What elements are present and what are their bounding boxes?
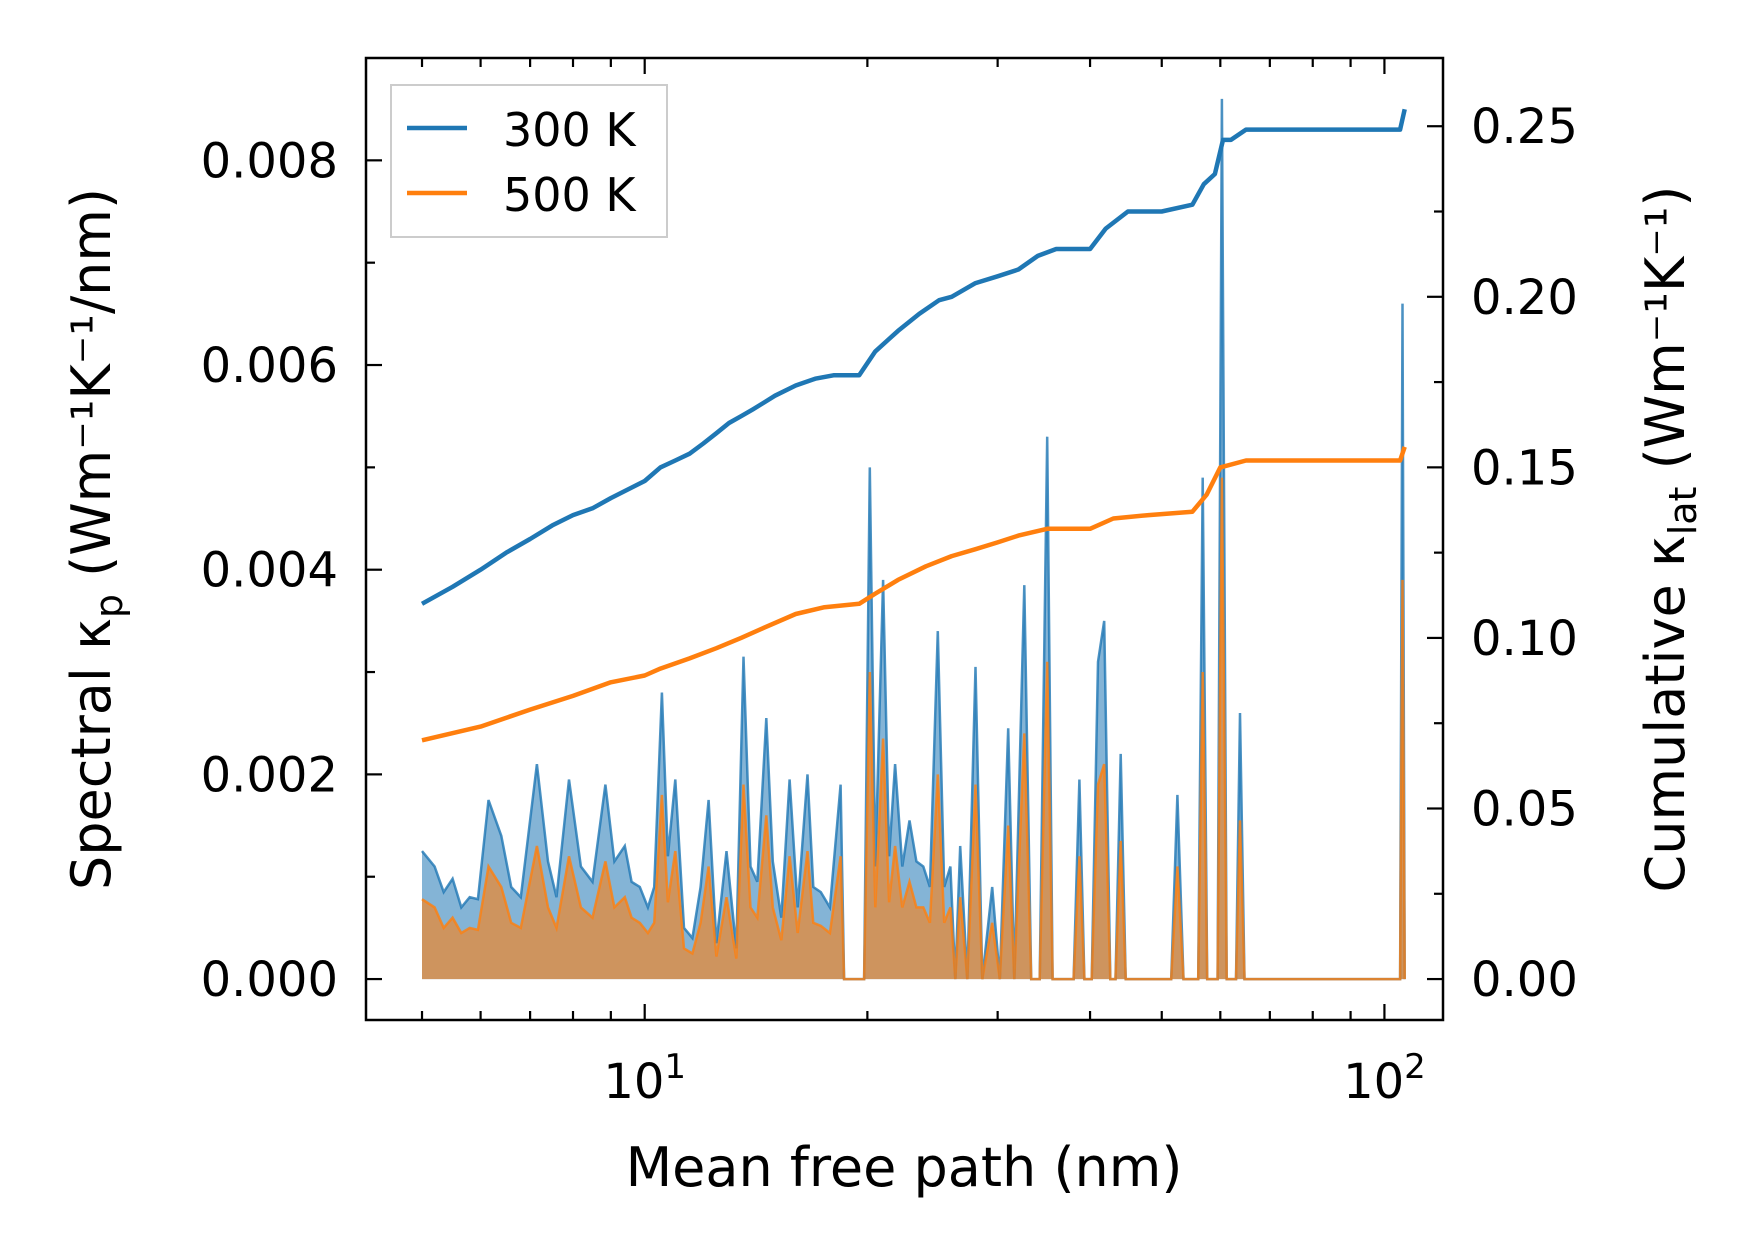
right-y-tick-label: 0.00 [1471,952,1578,1008]
right-y-tick-label: 0.10 [1471,611,1578,667]
legend-label-300k: 300 K [503,103,637,157]
axis-ticks [366,58,1443,1020]
spectral-line-500k [421,477,1406,981]
legend-label-500k: 500 K [503,168,637,222]
tick-labels: 101 102 0.000 0.002 0.004 0.006 0.008 0.00 0.05 0… [201,99,1578,1110]
right-y-axis-label-main: Cumulative κ [1634,535,1697,892]
cumulative-line-500k [421,446,1407,743]
left-y-axis-label-sub: p [87,594,131,618]
legend-box [390,84,668,238]
left-y-tick-label: 0.000 [201,952,338,1008]
cumulative-lines [420,108,1407,743]
x-tick-label: 102 [1343,1047,1426,1110]
x-tick-label: 101 [603,1047,686,1110]
left-y-tick-label: 0.006 [201,338,338,394]
left-y-axis-label: Spectral κp (Wm⁻¹K⁻¹/nm) [60,188,131,890]
right-y-tick-label: 0.20 [1471,270,1578,326]
right-y-axis-label-units: (Wm⁻¹K⁻¹) [1634,186,1697,487]
left-y-tick-label: 0.002 [201,747,338,803]
right-y-tick-label: 0.25 [1471,99,1578,155]
x-axis-label: Mean free path (nm) [626,1136,1183,1199]
left-y-axis-label-main: Spectral κ [60,618,123,890]
spectral-lines [421,98,1406,981]
right-y-tick-label: 0.15 [1471,440,1578,496]
legend: 300 K 500 K [390,84,668,238]
right-y-axis-label: Cumulative κlat (Wm⁻¹K⁻¹) [1634,186,1705,893]
right-y-tick-label: 0.05 [1471,781,1578,837]
cumulative-line-300k [420,108,1407,606]
right-y-axis-label-sub: lat [1661,487,1705,536]
left-y-tick-label: 0.008 [201,133,338,189]
plot-frame [364,56,1445,1022]
left-y-axis-label-units: (Wm⁻¹K⁻¹/nm) [60,188,123,594]
left-y-tick-label: 0.004 [201,543,338,599]
